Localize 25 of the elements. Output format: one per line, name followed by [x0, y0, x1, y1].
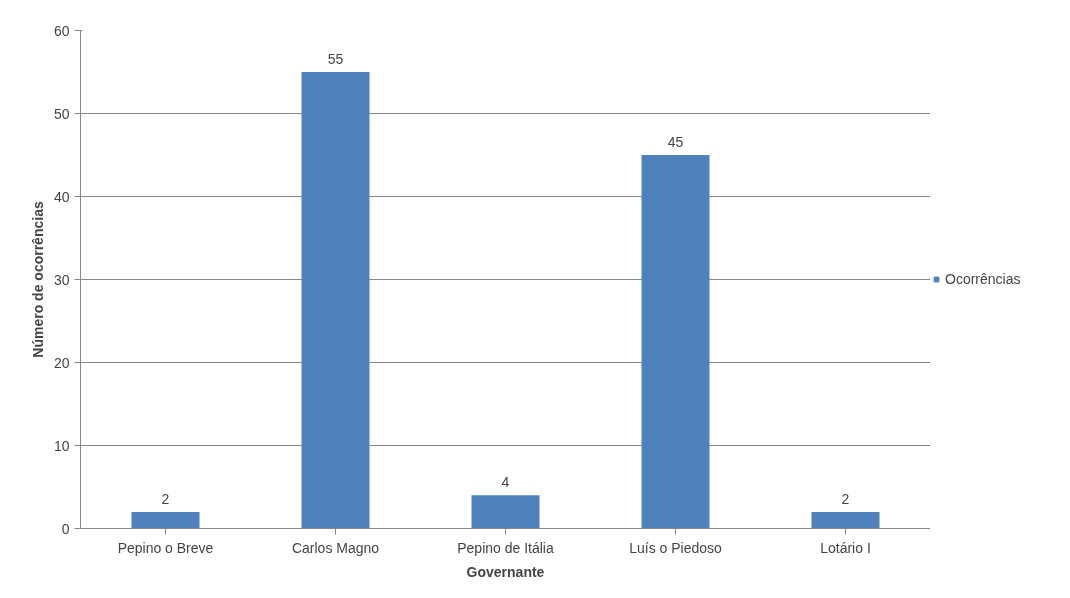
data-label: 2: [841, 490, 850, 507]
x-tick-label: Pepino de Itália: [457, 539, 554, 556]
legend-label: Ocorrências: [945, 271, 1021, 287]
x-tick-label: Luís o Piedoso: [629, 539, 723, 556]
x-tick-label: Lotário I: [820, 539, 871, 556]
y-tick-label: 20: [53, 354, 70, 371]
x-axis-title: Governante: [466, 563, 545, 580]
bar: [641, 155, 710, 529]
bar: [811, 511, 880, 529]
data-label: 4: [501, 474, 510, 491]
y-tick-label: 60: [53, 22, 70, 39]
y-tick-label: 10: [53, 437, 70, 454]
y-tick-label: 0: [61, 520, 70, 537]
bar: [301, 72, 370, 529]
y-tick-label: 30: [53, 271, 70, 288]
bar: [471, 495, 540, 529]
bar: [131, 511, 200, 529]
y-tick-label: 40: [53, 188, 70, 205]
x-tick-label: Pepino o Breve: [117, 539, 214, 556]
data-label: 45: [667, 134, 684, 150]
y-axis-title: Número de ocorrências: [29, 201, 46, 358]
data-label: 2: [161, 490, 170, 507]
x-tick-label: Carlos Magno: [291, 539, 380, 556]
data-label: 55: [327, 51, 344, 67]
y-tick-label: 50: [53, 105, 70, 122]
